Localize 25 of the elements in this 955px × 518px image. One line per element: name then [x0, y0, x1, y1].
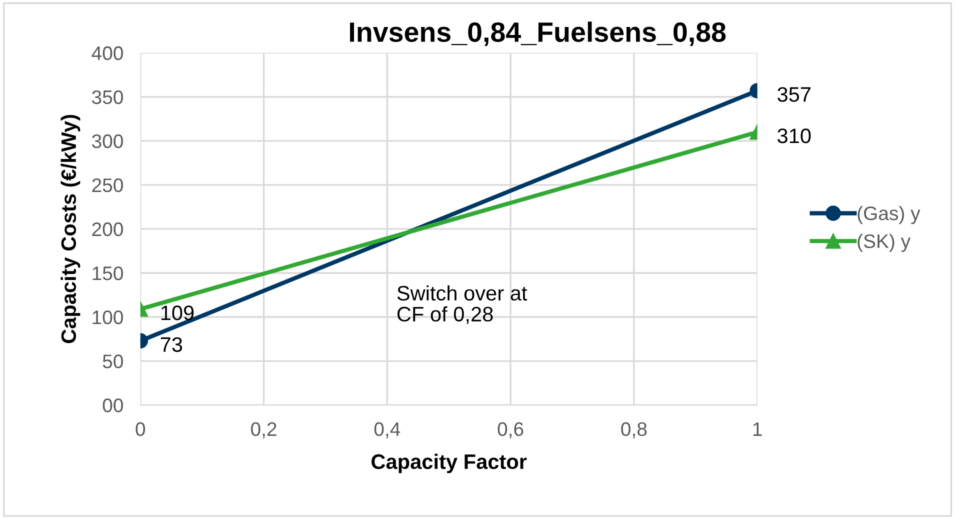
- x-tick-label: 0: [136, 422, 146, 436]
- y-tick-label: 350: [92, 90, 123, 104]
- data-label: 310: [778, 128, 811, 144]
- data-label: 357: [778, 87, 810, 102]
- legend-label: (Gas) y: [858, 206, 920, 224]
- x-tick-label: 0,6: [498, 422, 524, 438]
- x-tick-label: 0,8: [621, 422, 647, 438]
- y-tick-label: 250: [92, 178, 123, 192]
- x-tick-label: 0,4: [374, 422, 400, 438]
- x-tick-label: 0,2: [251, 422, 276, 438]
- x-tick-label: 1: [753, 422, 762, 436]
- data-label: 73: [160, 337, 182, 352]
- y-tick-label: 50: [102, 354, 123, 368]
- y-axis-title: Capacity Costs (€/kWy): [60, 114, 80, 344]
- annotation: Switch over at CF of 0,28: [397, 285, 528, 324]
- y-tick-label: 100: [92, 310, 123, 324]
- legend-label: (SK) y: [858, 234, 911, 252]
- data-label: 109: [161, 305, 194, 320]
- x-axis-title: Capacity Factor: [372, 454, 527, 474]
- y-tick-label: 400: [92, 46, 123, 60]
- y-tick-label: 00: [102, 398, 123, 412]
- y-tick-label: 200: [92, 222, 123, 236]
- y-tick-label: 300: [92, 134, 123, 148]
- y-tick-label: 150: [92, 266, 123, 280]
- chart-title: Invsens_0,84_Fuelsens_0,88: [350, 22, 726, 46]
